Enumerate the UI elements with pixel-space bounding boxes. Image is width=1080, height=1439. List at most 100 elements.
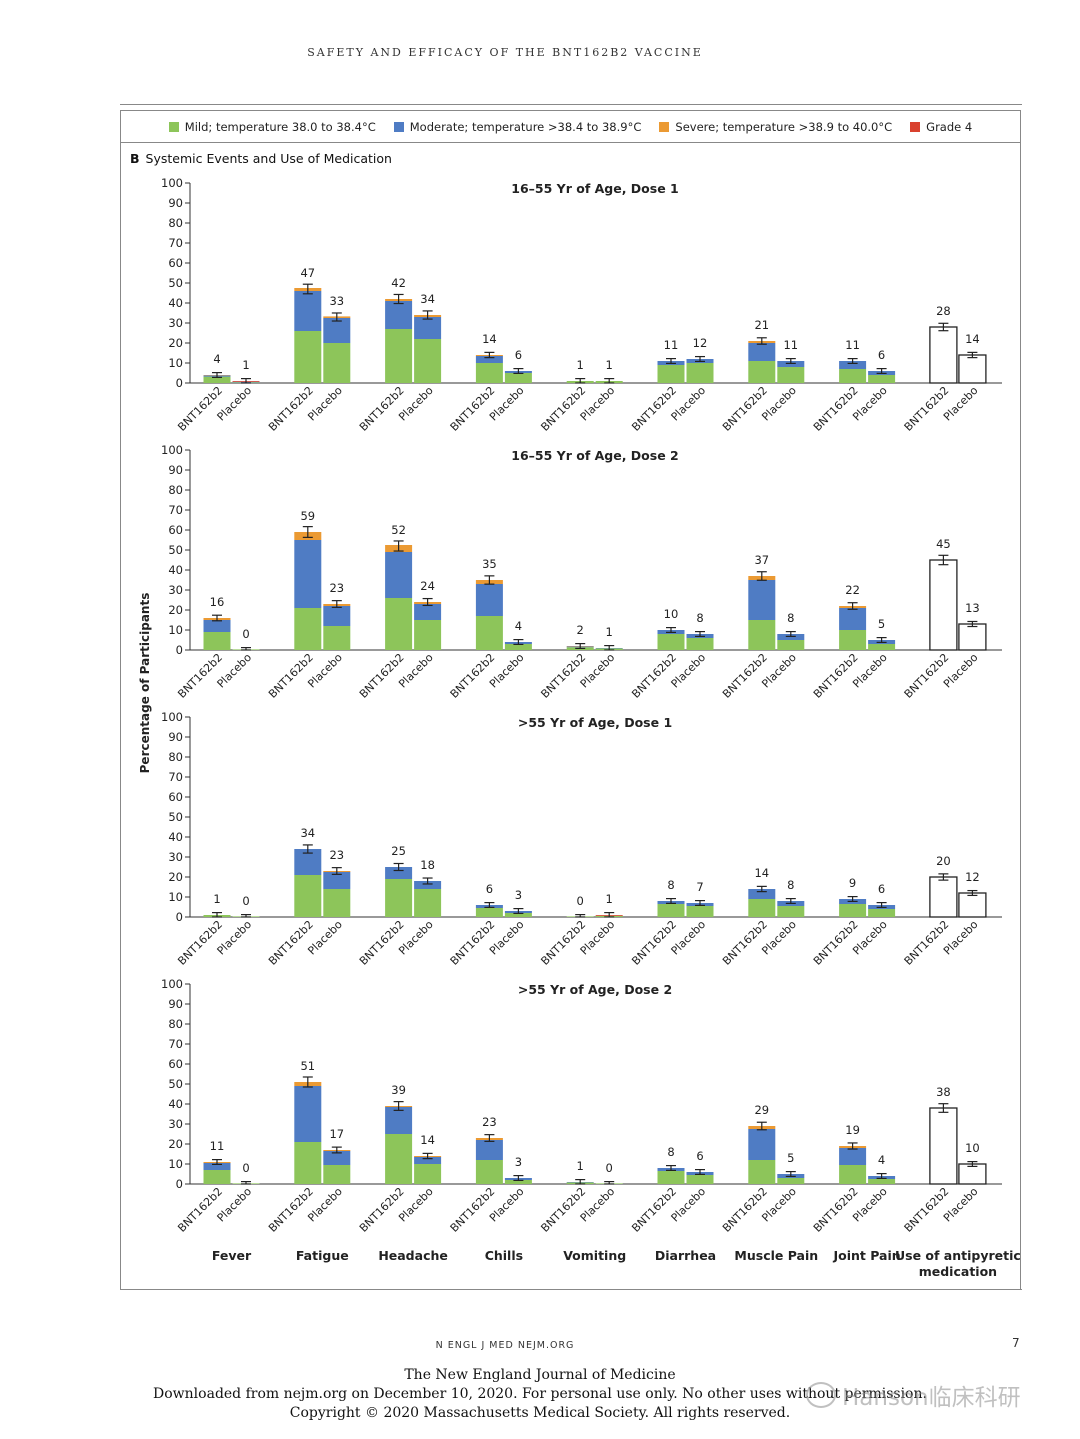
x-tick-label-bnt162b2: BNT162b2 — [720, 1185, 770, 1235]
x-tick-label-bnt162b2: BNT162b2 — [538, 651, 588, 701]
legend-swatch-mild — [168, 122, 179, 132]
bar-segment-moderate — [839, 608, 867, 630]
data-label: 6 — [696, 1149, 703, 1163]
data-label: 11 — [783, 338, 798, 352]
legend-label-mild: Mild; temperature 38.0 to 38.4°C — [184, 120, 376, 134]
y-tick-label: 30 — [168, 583, 183, 597]
bar-segment-mild — [294, 875, 322, 917]
data-label: 14 — [965, 332, 980, 346]
x-tick-label-bnt162b2: BNT162b2 — [902, 384, 952, 434]
data-label: 6 — [878, 882, 885, 896]
y-tick-label: 0 — [176, 1177, 183, 1191]
y-tick-label: 90 — [168, 997, 183, 1011]
y-axis-title: Percentage of Participants — [138, 593, 152, 774]
x-tick-label-bnt162b2: BNT162b2 — [175, 1185, 225, 1235]
chart-title: >55 Yr of Age, Dose 1 — [518, 715, 672, 730]
data-label: 37 — [754, 553, 769, 567]
x-tick-label-bnt162b2: BNT162b2 — [266, 918, 316, 968]
category-label: Muscle Pain — [734, 1248, 818, 1263]
data-label: 2 — [577, 623, 584, 637]
data-label: 4 — [213, 352, 220, 366]
bar-segment-mild — [868, 644, 896, 650]
data-label: 0 — [577, 894, 584, 908]
data-label: 34 — [300, 826, 315, 840]
data-label: 10 — [664, 607, 679, 621]
y-tick-label: 50 — [168, 276, 183, 290]
y-tick-label: 50 — [168, 1077, 183, 1091]
y-tick-label: 40 — [168, 830, 183, 844]
bar-segment-mild — [686, 1175, 714, 1184]
footer-download-notice: Downloaded from nejm.org on December 10,… — [153, 1386, 927, 1402]
y-tick-label: 30 — [168, 316, 183, 330]
bar-segment-moderate — [839, 361, 867, 369]
running-head: SAFETY AND EFFICACY OF THE BNT162B2 VACC… — [307, 46, 703, 59]
y-tick-label: 40 — [168, 1097, 183, 1111]
bar-segment-moderate — [385, 301, 413, 329]
x-tick-label-bnt162b2: BNT162b2 — [811, 918, 861, 968]
category-label: Diarrhea — [655, 1248, 716, 1263]
data-label: 6 — [486, 882, 493, 896]
x-tick-label-bnt162b2: BNT162b2 — [629, 1185, 679, 1235]
bar-segment-mild — [414, 620, 442, 650]
data-label: 23 — [329, 581, 344, 595]
footer-journal-name: The New England Journal of Medicine — [404, 1367, 676, 1383]
y-tick-label: 80 — [168, 750, 183, 764]
bar-segment-moderate — [323, 318, 351, 343]
data-label: 3 — [515, 888, 522, 902]
x-tick-label-bnt162b2: BNT162b2 — [266, 384, 316, 434]
y-tick-label: 20 — [168, 1137, 183, 1151]
data-label: 35 — [482, 557, 497, 571]
y-tick-label: 60 — [168, 1057, 183, 1071]
data-label: 14 — [482, 332, 497, 346]
bar-segment-mild — [504, 1180, 532, 1184]
data-label: 11 — [664, 338, 679, 352]
x-tick-label-bnt162b2: BNT162b2 — [720, 384, 770, 434]
bar-outline-bnt162b2 — [929, 326, 958, 384]
data-label: 8 — [787, 611, 794, 625]
bar-segment-mild — [748, 1160, 776, 1184]
legend-item-grade4: Grade 4 — [910, 120, 972, 134]
data-label: 14 — [754, 866, 769, 880]
legend-swatch-moderate — [393, 122, 404, 132]
data-label: 1 — [213, 892, 220, 906]
data-label: 4 — [878, 1153, 885, 1167]
bar-segment-mild — [777, 640, 805, 650]
bar-segment-mild — [839, 904, 867, 917]
bar-segment-mild — [385, 598, 413, 650]
bar-segment-mild — [686, 906, 714, 917]
data-label: 20 — [936, 854, 951, 868]
bar-segment-mild — [475, 616, 503, 650]
data-label: 21 — [754, 318, 769, 332]
x-tick-label-bnt162b2: BNT162b2 — [902, 651, 952, 701]
y-tick-label: 0 — [176, 376, 183, 390]
x-tick-label-bnt162b2: BNT162b2 — [811, 384, 861, 434]
data-label: 33 — [329, 294, 344, 308]
legend-item-mild: Mild; temperature 38.0 to 38.4°C — [168, 120, 376, 134]
y-tick-label: 70 — [168, 770, 183, 784]
x-tick-label-bnt162b2: BNT162b2 — [175, 651, 225, 701]
x-tick-label-bnt162b2: BNT162b2 — [629, 384, 679, 434]
top-rule — [120, 104, 1022, 105]
panel-title-text: Systemic Events and Use of Medication — [145, 151, 392, 166]
bar-segment-mild — [868, 375, 896, 383]
bar-segment-moderate — [748, 343, 776, 361]
bar-segment-mild — [504, 644, 532, 650]
category-label: Chills — [485, 1248, 523, 1263]
bottom-rule — [120, 1289, 1022, 1290]
x-tick-label-bnt162b2: BNT162b2 — [720, 651, 770, 701]
x-tick-label-bnt162b2: BNT162b2 — [357, 1185, 407, 1235]
x-tick-label-bnt162b2: BNT162b2 — [811, 1185, 861, 1235]
legend-item-severe: Severe; temperature >38.9 to 40.0°C — [659, 120, 892, 134]
data-label: 59 — [300, 509, 315, 523]
bar-segment-moderate — [748, 889, 776, 899]
bar-segment-moderate — [414, 1157, 442, 1164]
bar-segment-moderate — [748, 1129, 776, 1160]
data-label: 6 — [515, 348, 522, 362]
x-tick-label-bnt162b2: BNT162b2 — [357, 651, 407, 701]
y-tick-label: 0 — [176, 910, 183, 924]
chart-title: 16–55 Yr of Age, Dose 1 — [511, 181, 678, 196]
legend: Mild; temperature 38.0 to 38.4°C Moderat… — [121, 120, 1020, 134]
bar-segment-mild — [657, 1171, 685, 1184]
data-label: 51 — [300, 1059, 315, 1073]
